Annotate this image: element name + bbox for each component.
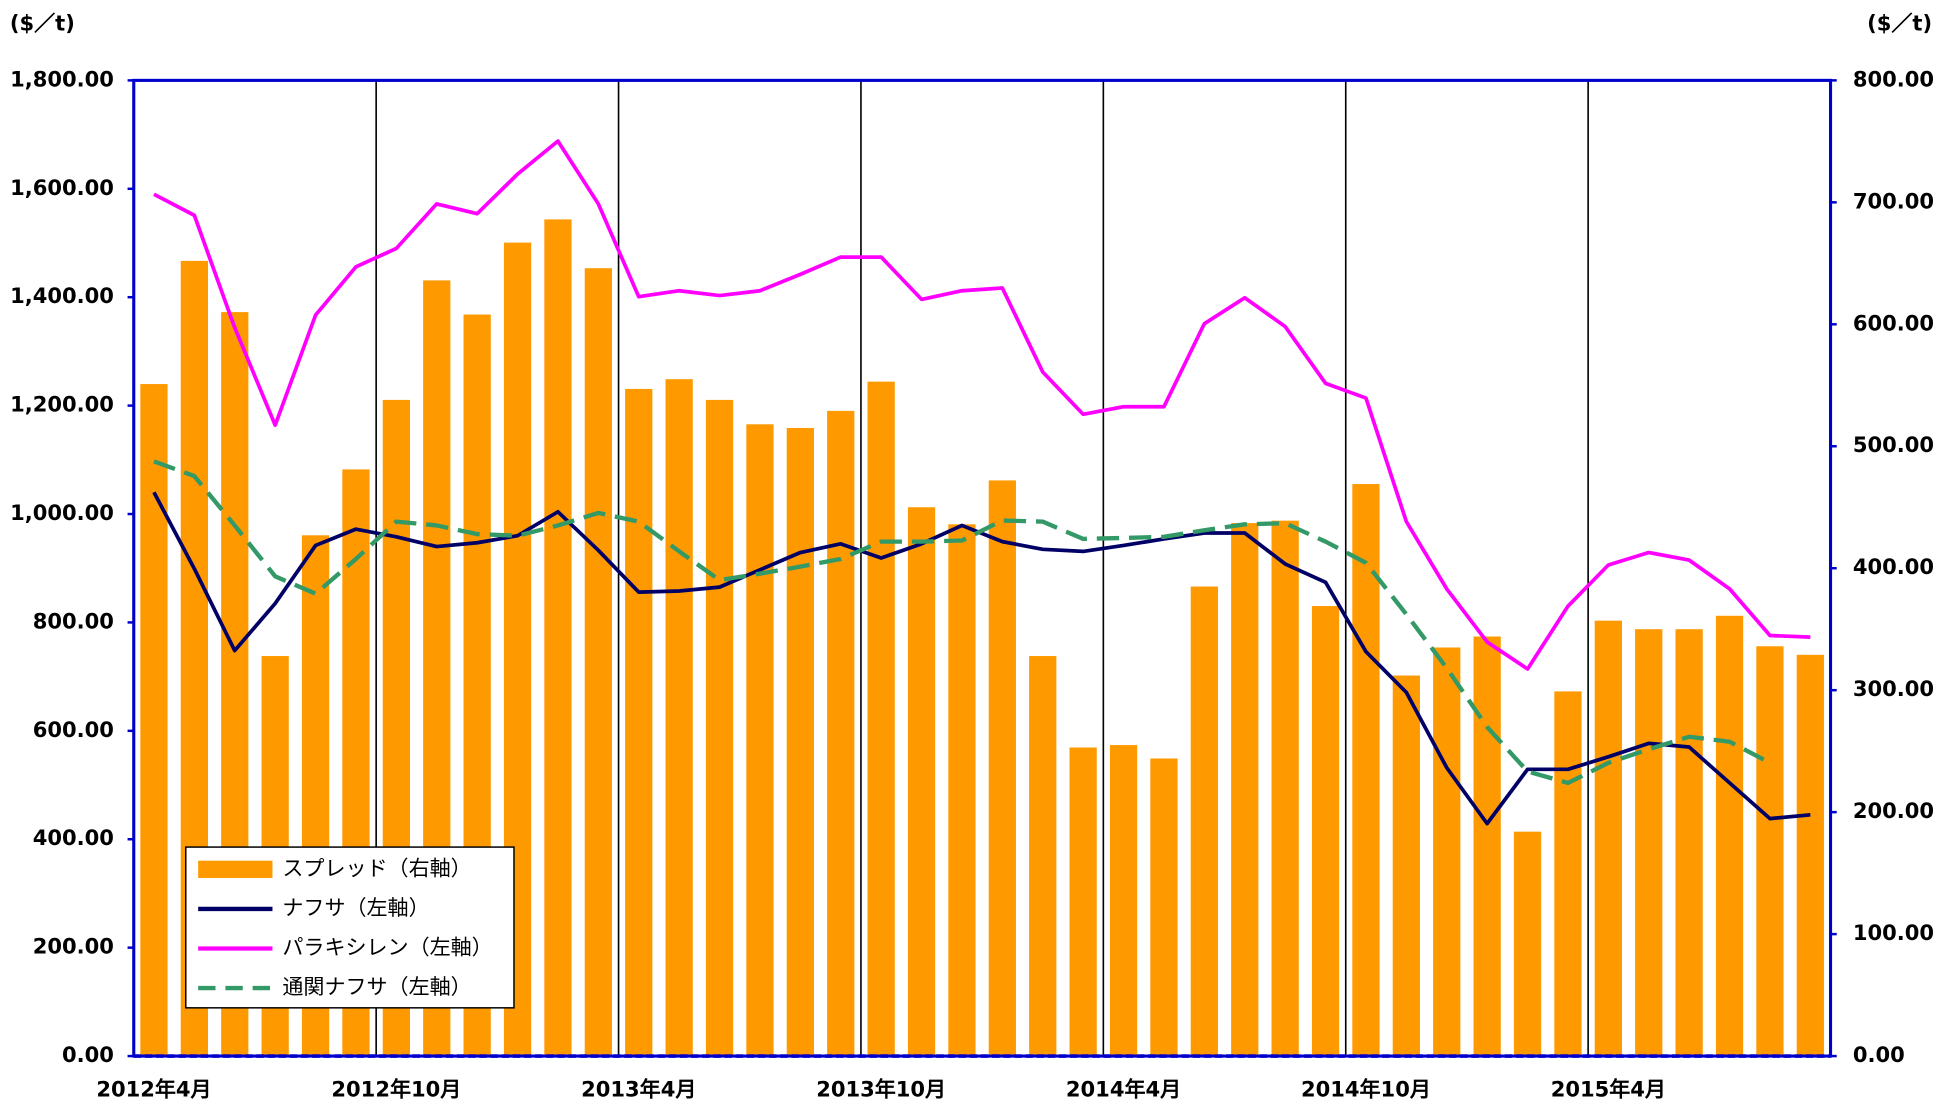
- y2-axis-label: ($／t): [1867, 11, 1932, 36]
- x-tick-label: 2015年4月: [1551, 1077, 1666, 1102]
- bar: [867, 381, 895, 1057]
- bar: [1150, 758, 1178, 1057]
- y-tick-label: 400.00: [33, 825, 114, 850]
- y2-tick-label: 700.00: [1853, 188, 1934, 213]
- bar: [1554, 691, 1582, 1057]
- y-tick-label: 1,000.00: [10, 500, 114, 525]
- x-tick-label: 2013年4月: [581, 1077, 696, 1102]
- legend: スプレッド（右軸） ナフサ（左軸） パラキシレン（左軸） 通関ナフサ（左軸）: [185, 846, 515, 1009]
- y2-tick-label: 400.00: [1853, 554, 1934, 579]
- bar: [1594, 620, 1622, 1057]
- bar: [705, 399, 734, 1057]
- bar: [948, 524, 976, 1057]
- bar: [988, 480, 1016, 1057]
- bar: [544, 219, 572, 1057]
- y-tick-label: 1,200.00: [10, 392, 114, 417]
- bar: [1190, 586, 1218, 1057]
- bar: [1029, 656, 1057, 1057]
- bar: [827, 410, 855, 1057]
- y-axis-label: ($／t): [10, 11, 75, 36]
- bar: [1756, 646, 1784, 1057]
- y-tick-label: 800.00: [33, 608, 114, 633]
- bar: [665, 379, 693, 1057]
- y-tick-label: 1,800.00: [10, 66, 114, 91]
- bar: [1392, 675, 1420, 1057]
- x-tick-label: 2014年4月: [1066, 1077, 1181, 1102]
- y2-tick-label: 800.00: [1853, 66, 1934, 91]
- y-tick-label: 600.00: [33, 717, 114, 742]
- x-tick-label: 2012年4月: [96, 1077, 211, 1102]
- bar: [1675, 629, 1703, 1057]
- legend-swatch: [198, 860, 273, 878]
- x-tick-label: 2014年10月: [1301, 1077, 1431, 1102]
- line-series: [153, 459, 1771, 786]
- bar: [746, 424, 774, 1057]
- legend-label: 通関ナフサ（左軸）: [282, 974, 471, 999]
- y-tick-label: 1,600.00: [10, 175, 114, 200]
- bar: [1635, 629, 1663, 1057]
- legend-label: ナフサ（左軸）: [282, 895, 429, 920]
- line-series: [153, 139, 1811, 671]
- bar: [1352, 484, 1380, 1057]
- y2-tick-label: 600.00: [1853, 310, 1934, 335]
- bar: [625, 388, 653, 1057]
- y-tick-label: 0.00: [62, 1042, 114, 1067]
- bar: [1796, 654, 1824, 1057]
- line-series: [152, 491, 1811, 826]
- bar: [1109, 745, 1138, 1057]
- y-tick-label: 200.00: [33, 934, 114, 959]
- y2-tick-label: 300.00: [1853, 676, 1934, 701]
- y2-tick-label: 100.00: [1853, 920, 1934, 945]
- y-tick-label: 1,400.00: [10, 283, 114, 308]
- y2-tick-label: 500.00: [1853, 432, 1934, 457]
- bar: [1069, 747, 1097, 1057]
- bar: [907, 507, 936, 1057]
- y2-tick-label: 0.00: [1853, 1042, 1905, 1067]
- bar: [1513, 831, 1542, 1057]
- bar: [1311, 606, 1340, 1057]
- bar: [786, 427, 814, 1057]
- bar: [1271, 520, 1299, 1057]
- bar: [584, 268, 612, 1057]
- bar: [1715, 615, 1744, 1057]
- bar: [1433, 647, 1461, 1057]
- bar: [1473, 636, 1501, 1057]
- x-tick-label: 2012年10月: [331, 1077, 461, 1102]
- legend-label: スプレッド（右軸）: [282, 855, 471, 880]
- bar: [1231, 523, 1259, 1057]
- y2-tick-label: 200.00: [1853, 798, 1934, 823]
- x-tick-label: 2013年10月: [816, 1077, 946, 1102]
- bar: [140, 384, 168, 1057]
- legend-label: パラキシレン（左軸）: [282, 934, 492, 959]
